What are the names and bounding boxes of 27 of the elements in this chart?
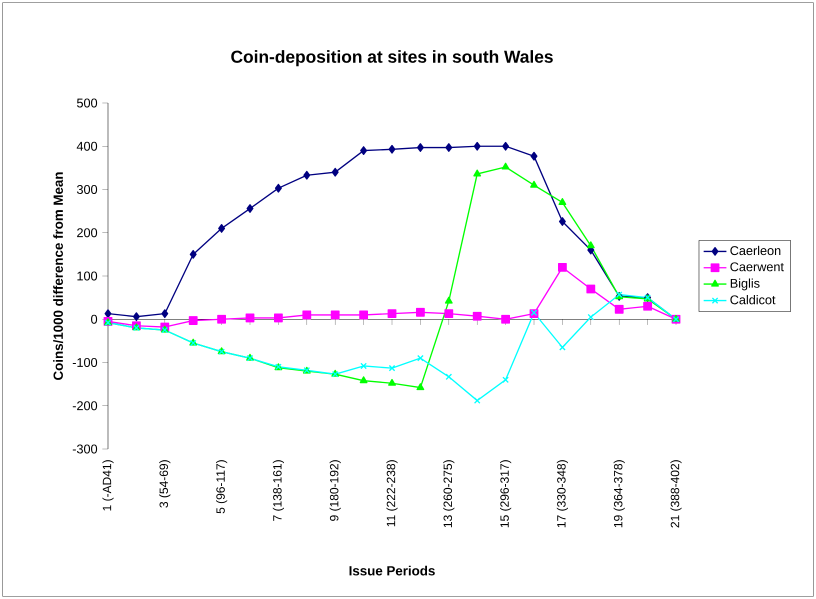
legend-label: Caerleon — [730, 246, 780, 256]
legend-label: Caldicot — [730, 295, 776, 304]
y-tick-label: 0 — [91, 314, 98, 324]
x-tick-label: 15 (296-317) — [500, 460, 512, 528]
x-tick-label: 11 (222-238) — [386, 460, 398, 526]
legend-label: Caerwent — [730, 262, 784, 272]
legend-label: Biglis — [730, 278, 760, 290]
x-tick-label: 3 (54-69) — [159, 460, 170, 508]
x-tick-label: 1 (-AD41) — [102, 460, 114, 510]
y-tick-label: 400 — [76, 142, 98, 151]
x-tick-label: 19 (364-378) — [614, 460, 625, 528]
y-tick-label: -100 — [72, 358, 98, 367]
x-tick-label: 7 (138-161) — [272, 460, 284, 521]
x-tick-label: 5 (96-117) — [216, 460, 228, 514]
y-tick-label: 100 — [77, 272, 98, 280]
chart-title: Coin-deposition at sites in south Wales — [231, 50, 553, 66]
y-axis-title: Coins/1000 difference from Mean — [53, 172, 64, 380]
y-tick-label: 300 — [76, 185, 98, 194]
x-tick-label: 17 (330-348) — [556, 460, 568, 528]
x-tick-label: 13 (260-275) — [443, 460, 454, 528]
y-tick-label: -200 — [72, 401, 98, 410]
y-tick-label: 200 — [77, 228, 98, 238]
x-tick-label: 9 (180-192) — [330, 460, 341, 521]
y-tick-label: 500 — [76, 98, 98, 108]
x-axis-title: Issue Periods — [350, 566, 435, 576]
y-tick-label: -300 — [72, 444, 98, 454]
x-tick-label: 21 (388-402) — [670, 460, 682, 528]
